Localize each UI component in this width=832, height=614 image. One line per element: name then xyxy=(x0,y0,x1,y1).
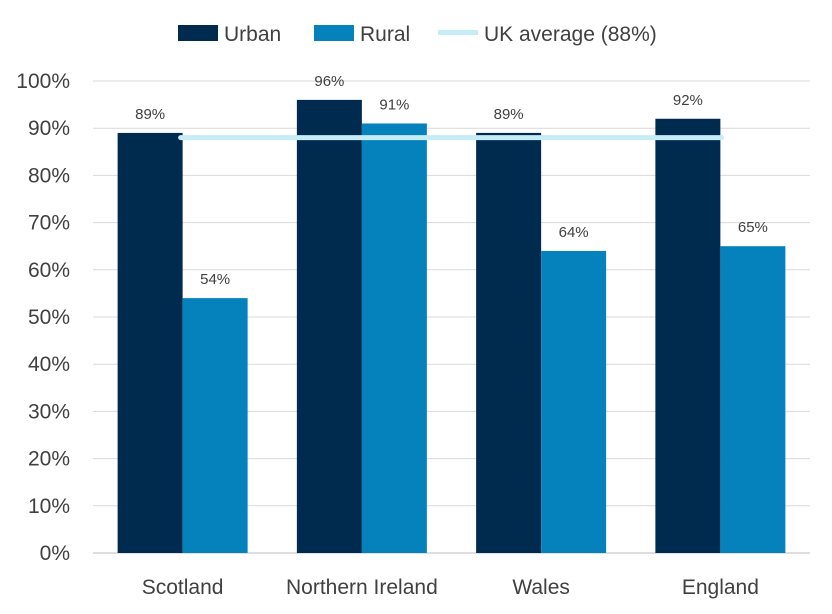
legend-swatch-urban xyxy=(178,25,218,41)
x-category-label: Wales xyxy=(512,576,570,599)
y-tick-label: 100% xyxy=(16,70,70,93)
bars xyxy=(117,99,786,554)
x-category-label: Northern Ireland xyxy=(286,576,438,599)
y-tick-label: 80% xyxy=(28,164,70,187)
data-label: 89% xyxy=(135,106,165,123)
y-tick-label: 30% xyxy=(28,400,70,423)
data-label: 89% xyxy=(494,106,524,123)
bar-urban-scotland xyxy=(117,132,183,554)
legend-swatch-uk-average xyxy=(438,30,478,35)
y-tick-label: 60% xyxy=(28,259,70,282)
bar-rural-northern-ireland xyxy=(361,123,427,553)
x-category-label: Scotland xyxy=(142,576,224,599)
bar-urban-wales xyxy=(476,132,542,554)
legend: Urban Rural UK average (88%) xyxy=(178,23,657,46)
bar-rural-wales xyxy=(541,250,607,554)
legend-swatch-rural xyxy=(314,25,354,41)
y-tick-label: 40% xyxy=(28,353,70,376)
y-axis-tick-labels: 0% 10% 20% 30% 40% 50% 60% 70% 80% 90% 100% xyxy=(16,70,70,565)
y-tick-label: 70% xyxy=(28,212,70,235)
legend-label-rural: Rural xyxy=(360,23,410,46)
data-label: 96% xyxy=(314,73,344,90)
data-label: 91% xyxy=(379,96,409,113)
y-tick-label: 0% xyxy=(40,542,70,565)
bar-urban-england xyxy=(655,118,721,553)
bar-rural-england xyxy=(720,246,786,553)
bar-urban-northern-ireland xyxy=(296,99,362,553)
bar-rural-scotland xyxy=(182,298,248,553)
data-label: 64% xyxy=(559,224,589,241)
y-tick-label: 50% xyxy=(28,306,70,329)
y-tick-label: 10% xyxy=(28,495,70,518)
data-labels: 89% 54% 96% 91% 89% 64% 92% 65% xyxy=(135,73,768,288)
data-label: 54% xyxy=(200,271,230,288)
legend-label-uk-average: UK average (88%) xyxy=(484,23,657,46)
y-tick-label: 20% xyxy=(28,448,70,471)
data-label: 65% xyxy=(738,219,768,236)
x-axis-category-labels: Scotland Northern Ireland Wales England xyxy=(142,576,759,599)
legend-label-urban: Urban xyxy=(224,23,281,46)
x-category-label: England xyxy=(682,576,759,599)
y-tick-label: 90% xyxy=(28,117,70,140)
data-label: 92% xyxy=(673,92,703,109)
